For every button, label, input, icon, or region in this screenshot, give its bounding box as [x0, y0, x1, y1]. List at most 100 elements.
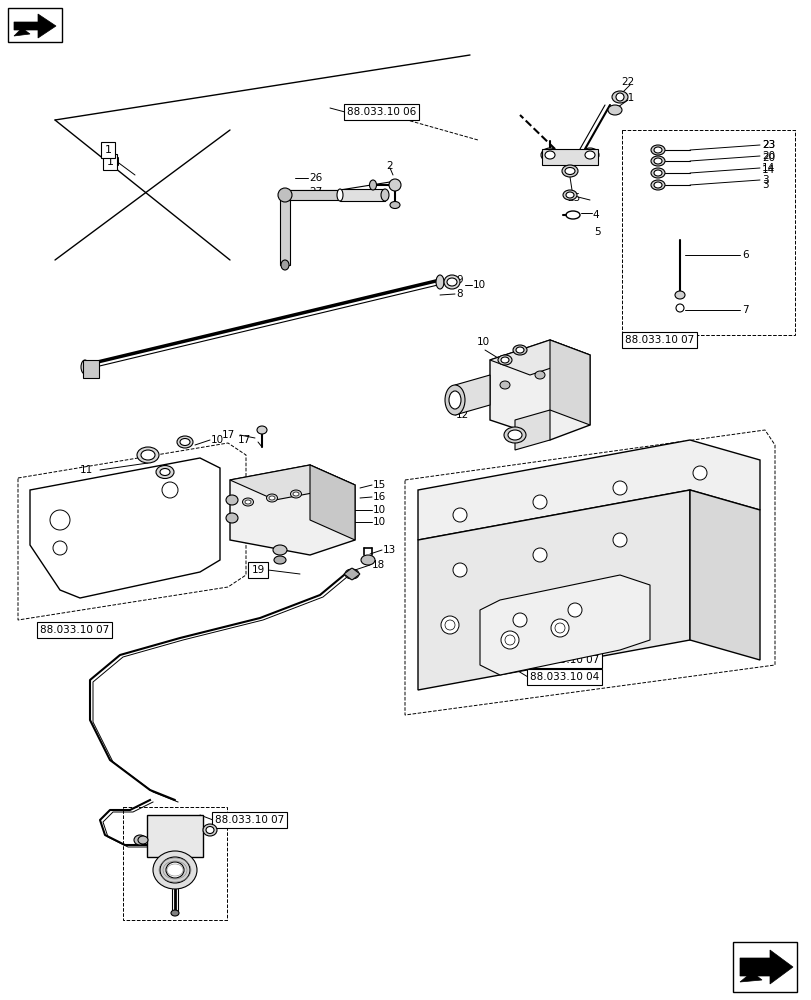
Ellipse shape — [277, 188, 292, 202]
Ellipse shape — [540, 148, 558, 162]
Polygon shape — [732, 942, 796, 992]
Ellipse shape — [345, 569, 358, 579]
Ellipse shape — [650, 145, 664, 155]
Polygon shape — [14, 14, 56, 38]
Ellipse shape — [607, 105, 621, 115]
Text: 9: 9 — [456, 275, 462, 285]
Circle shape — [612, 481, 626, 495]
Ellipse shape — [272, 545, 286, 555]
Text: 88.033.10 07: 88.033.10 07 — [624, 335, 693, 345]
Polygon shape — [280, 195, 290, 265]
Text: 19: 19 — [251, 565, 264, 575]
Ellipse shape — [676, 304, 683, 312]
Polygon shape — [514, 410, 549, 450]
Ellipse shape — [544, 151, 554, 159]
Bar — [147, 815, 203, 857]
Text: 4: 4 — [591, 210, 598, 220]
Text: 1: 1 — [109, 157, 117, 167]
Ellipse shape — [561, 165, 577, 177]
Text: 12: 12 — [456, 410, 469, 420]
Text: 2: 2 — [385, 161, 393, 171]
Text: 10: 10 — [473, 280, 486, 290]
Circle shape — [532, 548, 547, 562]
Text: 18: 18 — [371, 560, 384, 570]
Polygon shape — [541, 149, 597, 165]
Ellipse shape — [674, 291, 684, 299]
Ellipse shape — [444, 275, 460, 289]
Circle shape — [453, 563, 466, 577]
Ellipse shape — [81, 360, 89, 374]
Ellipse shape — [225, 495, 238, 505]
Text: 14: 14 — [761, 165, 775, 175]
Text: 88.033.10 06: 88.033.10 06 — [346, 107, 416, 117]
Ellipse shape — [290, 490, 301, 498]
Polygon shape — [489, 340, 590, 440]
Text: 23: 23 — [761, 140, 775, 150]
Circle shape — [50, 510, 70, 530]
Ellipse shape — [268, 496, 275, 500]
Ellipse shape — [134, 835, 146, 845]
Ellipse shape — [562, 190, 577, 200]
Text: 10: 10 — [372, 505, 386, 515]
Circle shape — [53, 541, 67, 555]
Polygon shape — [479, 575, 649, 675]
Ellipse shape — [653, 182, 661, 188]
Circle shape — [568, 603, 581, 617]
Ellipse shape — [165, 862, 184, 878]
Ellipse shape — [156, 466, 174, 479]
Polygon shape — [230, 465, 354, 555]
Text: 3: 3 — [761, 180, 768, 190]
Ellipse shape — [584, 151, 594, 159]
Text: 8: 8 — [456, 289, 462, 299]
Ellipse shape — [137, 447, 159, 463]
Polygon shape — [344, 568, 359, 580]
Circle shape — [453, 508, 466, 522]
Text: 7: 7 — [741, 305, 748, 315]
Ellipse shape — [564, 167, 574, 174]
Text: 88.033.10 07: 88.033.10 07 — [215, 815, 284, 825]
Text: 16: 16 — [372, 492, 386, 502]
Text: 88.033.10 07: 88.033.10 07 — [40, 625, 109, 635]
Circle shape — [692, 466, 706, 480]
Ellipse shape — [180, 438, 190, 446]
Circle shape — [504, 635, 514, 645]
Circle shape — [612, 533, 626, 547]
Ellipse shape — [515, 347, 523, 353]
Polygon shape — [739, 972, 761, 982]
Text: 13: 13 — [383, 545, 396, 555]
Circle shape — [162, 482, 178, 498]
Ellipse shape — [650, 156, 664, 166]
Circle shape — [551, 619, 569, 637]
Ellipse shape — [389, 202, 400, 209]
Polygon shape — [310, 465, 354, 540]
Text: 3: 3 — [761, 175, 768, 185]
Text: 1: 1 — [105, 145, 111, 155]
Text: 88.033.10 07: 88.033.10 07 — [530, 655, 599, 665]
Ellipse shape — [581, 148, 599, 162]
Polygon shape — [739, 950, 792, 984]
Ellipse shape — [534, 371, 544, 379]
Ellipse shape — [448, 391, 461, 409]
Text: 15: 15 — [372, 480, 386, 490]
Circle shape — [513, 613, 526, 627]
Ellipse shape — [293, 492, 298, 496]
Text: 27: 27 — [309, 187, 322, 197]
Ellipse shape — [266, 494, 277, 502]
Polygon shape — [285, 190, 340, 200]
Ellipse shape — [504, 427, 526, 443]
Text: 17: 17 — [238, 435, 251, 445]
Polygon shape — [549, 340, 590, 425]
Ellipse shape — [436, 275, 444, 289]
Ellipse shape — [141, 450, 155, 460]
Text: 25: 25 — [566, 193, 580, 203]
Polygon shape — [489, 340, 590, 375]
Text: 20: 20 — [761, 151, 775, 161]
Ellipse shape — [203, 824, 217, 836]
Text: 26: 26 — [309, 173, 322, 183]
Text: 10: 10 — [476, 337, 490, 347]
Ellipse shape — [160, 857, 190, 883]
Ellipse shape — [171, 910, 178, 916]
Polygon shape — [30, 458, 220, 598]
Circle shape — [440, 616, 458, 634]
Text: 5: 5 — [594, 227, 600, 237]
